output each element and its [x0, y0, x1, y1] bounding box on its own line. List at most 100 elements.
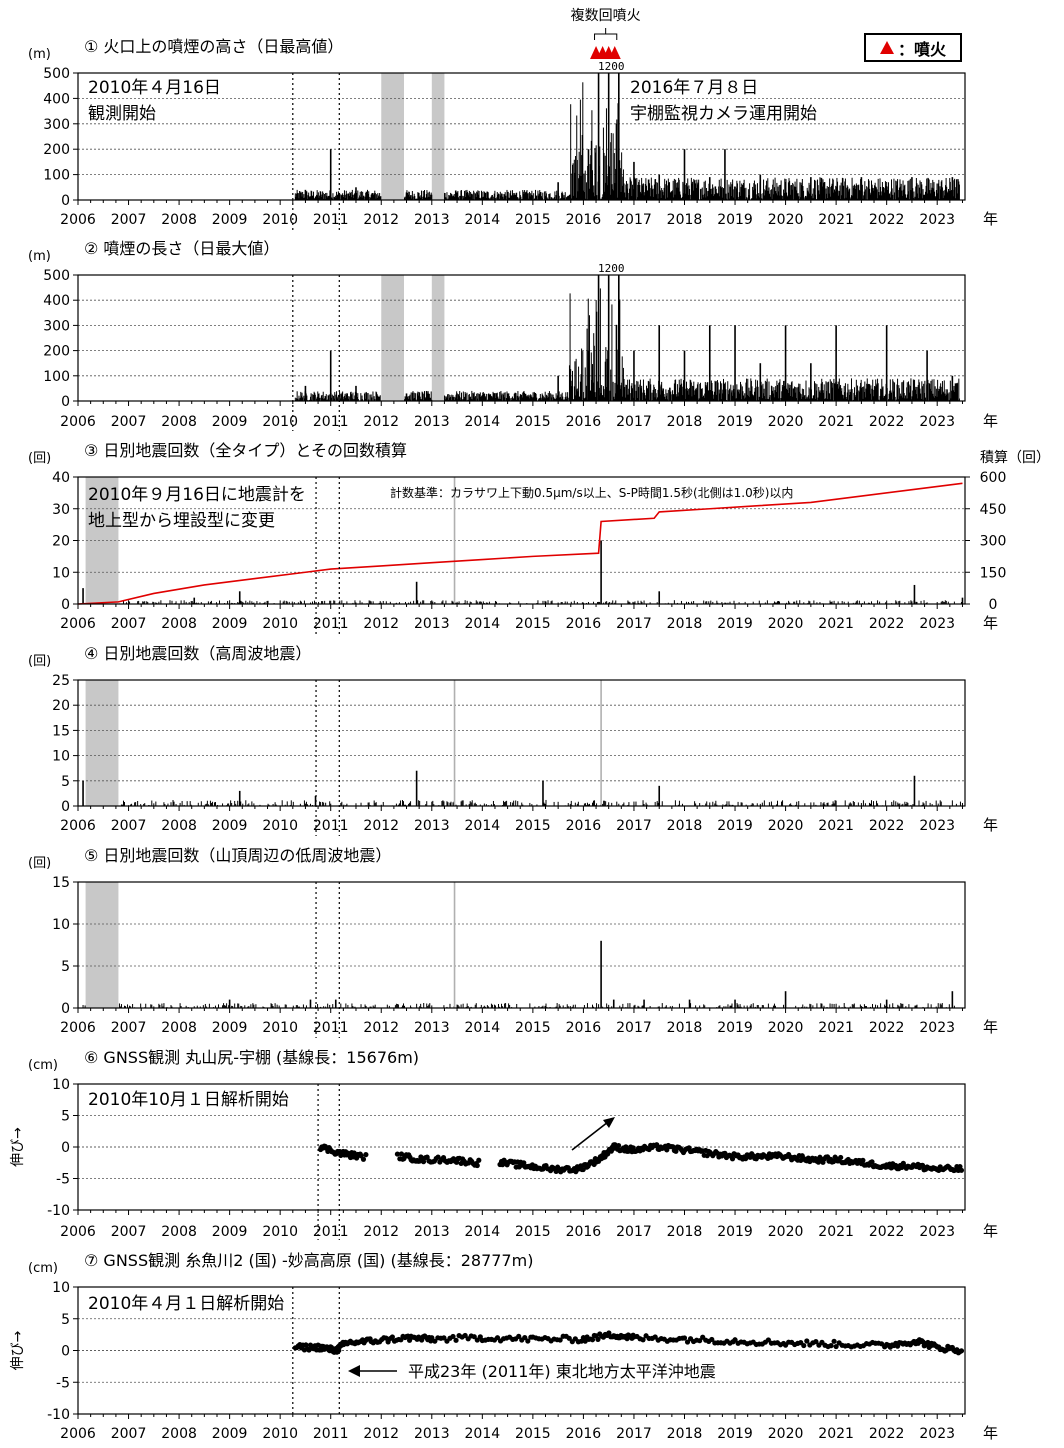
x-tick-label: 2021 [818, 818, 854, 834]
panel-unit: (m) [28, 47, 51, 62]
x-tick-label: 2013 [414, 1224, 450, 1240]
data-point [869, 1159, 875, 1165]
y-tick-label: 300 [43, 117, 70, 133]
x-tick-label: 2014 [465, 212, 501, 228]
y-tick-label: -5 [56, 1375, 70, 1391]
x-tick-label: 2014 [465, 818, 501, 834]
x-tick-label: 2009 [212, 1426, 248, 1442]
x-tick-label: 2007 [111, 1426, 147, 1442]
x-tick-label: 2022 [869, 414, 905, 430]
y-tick-label: 20 [52, 698, 70, 714]
data-point [838, 1154, 844, 1161]
y-tick-label: 0 [61, 1140, 70, 1156]
x-tick-label: 2016 [566, 1020, 602, 1036]
x-tick-label: 2021 [818, 212, 854, 228]
peak-value-label: 1200 [598, 262, 625, 275]
x-tick-label: 2017 [616, 616, 652, 632]
x-tick-label: 2022 [869, 212, 905, 228]
y-axis-label: 伸び→ [10, 1127, 26, 1167]
x-tick-label: 2022 [869, 1426, 905, 1442]
x-tick-label: 2018 [667, 616, 703, 632]
y-tick-label: 400 [43, 91, 70, 107]
panel-title: ⑥ GNSS観測 丸山尻-宇棚 (基線長：15676m) [84, 1048, 419, 1067]
x-tick-label: 2006 [60, 414, 96, 430]
data-point [833, 1343, 839, 1350]
x-tick-label: 2019 [717, 1020, 753, 1036]
annotation-seismometer-date: 2010年９月16日に地震計を [88, 485, 306, 505]
x-tick-label: 2006 [60, 212, 96, 228]
data-point [360, 1156, 367, 1162]
data-point [697, 1338, 703, 1344]
x-tick-label: 2023 [919, 414, 955, 430]
annotation-seismometer-change: 地上型から埋設型に変更 [88, 511, 275, 531]
right-y-tick-label: 600 [980, 470, 1007, 486]
data-point [831, 1338, 837, 1344]
x-tick-label: 2011 [313, 1020, 349, 1036]
x-tick-label: 2012 [363, 414, 399, 430]
data-point [394, 1151, 401, 1157]
y-tick-label: 200 [43, 344, 70, 360]
x-tick-label: 2021 [818, 616, 854, 632]
panel-unit: (回) [28, 654, 51, 669]
x-tick-label: 2023 [919, 212, 955, 228]
counting-criteria: 計数基準：カラサワ上下動0.5μm/s以上、S-P時間1.5秒(北側は1.0秒)… [390, 485, 793, 500]
y-tick-label: 5 [61, 774, 70, 790]
x-tick-label: 2020 [768, 1426, 804, 1442]
x-tick-label: 2021 [818, 1020, 854, 1036]
plot-frame [77, 679, 966, 807]
y-tick-label: 15 [52, 723, 70, 739]
x-tick-label: 2013 [414, 212, 450, 228]
x-tick-label: 2014 [465, 1224, 501, 1240]
data-point [595, 1336, 601, 1342]
panel-title: ② 噴煙の長さ（日最大値） [84, 239, 279, 258]
x-tick-label: 2008 [161, 1426, 197, 1442]
data-point [336, 1347, 342, 1354]
plot-frame [77, 881, 966, 1009]
data-point [684, 1339, 691, 1345]
year-unit-label: 年 [983, 614, 998, 632]
plot-frame [77, 72, 966, 201]
x-tick-label: 2019 [717, 1426, 753, 1442]
x-tick-label: 2019 [717, 1224, 753, 1240]
data-point [471, 1334, 477, 1340]
x-tick-label: 2019 [717, 414, 753, 430]
y-tick-label: 0 [61, 1344, 70, 1360]
x-tick-label: 2008 [161, 818, 197, 834]
x-tick-label: 2012 [363, 1426, 399, 1442]
x-tick-label: 2014 [465, 1426, 501, 1442]
panel-title: ③ 日別地震回数（全タイプ）とその回数積算 [84, 441, 407, 460]
y-tick-label: 10 [52, 565, 70, 581]
trend-arrow-head [603, 1117, 615, 1128]
x-tick-label: 2020 [768, 414, 804, 430]
year-unit-label: 年 [983, 1222, 998, 1240]
data-point [589, 1337, 596, 1343]
y-tick-label: 5 [61, 1109, 70, 1125]
shaded-period [431, 275, 445, 401]
x-tick-label: 2015 [515, 414, 551, 430]
eruption-bracket [594, 28, 618, 40]
annotation-gnss6-start: 2010年10月１日解析開始 [88, 1090, 289, 1110]
data-point [729, 1156, 736, 1162]
panel-title: ① 火口上の噴煙の高さ（日最高値） [84, 37, 343, 56]
x-tick-label: 2016 [566, 1426, 602, 1442]
data-point [441, 1335, 447, 1341]
x-tick-label: 2010 [262, 1020, 298, 1036]
x-tick-label: 2010 [262, 1224, 298, 1240]
y-tick-label: 0 [61, 1001, 70, 1017]
y-tick-label: 10 [52, 749, 70, 765]
y-tick-label: 20 [52, 534, 70, 550]
x-tick-label: 2018 [667, 1020, 703, 1036]
data-point [429, 1335, 435, 1341]
x-tick-label: 2010 [262, 616, 298, 632]
x-tick-label: 2009 [212, 818, 248, 834]
x-tick-label: 2022 [869, 616, 905, 632]
x-tick-label: 2011 [313, 818, 349, 834]
x-tick-label: 2021 [818, 414, 854, 430]
panel-unit: (m) [28, 249, 51, 264]
shaded-period [85, 680, 119, 806]
panel-title: ⑦ GNSS観測 糸魚川2 (国) -妙高高原 (国) (基線長：28777m) [84, 1251, 533, 1270]
year-unit-label: 年 [983, 1018, 998, 1036]
data-point [522, 1334, 528, 1341]
y-tick-label: 0 [61, 799, 70, 815]
data-point [860, 1157, 866, 1163]
